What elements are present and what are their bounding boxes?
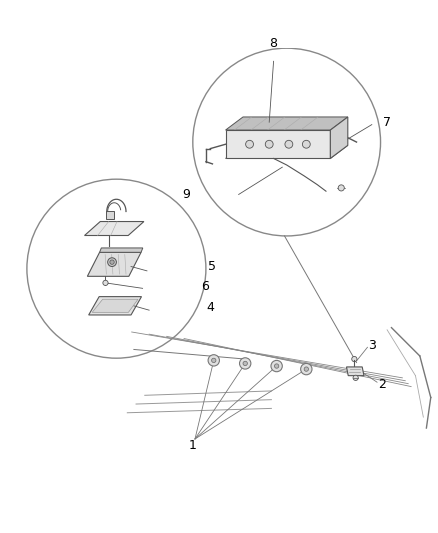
Polygon shape xyxy=(88,297,141,315)
Circle shape xyxy=(302,140,310,148)
Circle shape xyxy=(353,375,358,381)
Text: 8: 8 xyxy=(269,37,278,50)
Text: 6: 6 xyxy=(201,280,209,293)
Circle shape xyxy=(265,140,273,148)
Text: 1: 1 xyxy=(189,439,197,452)
Circle shape xyxy=(304,367,308,372)
Circle shape xyxy=(285,140,293,148)
Circle shape xyxy=(240,358,251,369)
Polygon shape xyxy=(85,222,144,236)
Text: 2: 2 xyxy=(378,378,386,391)
Polygon shape xyxy=(330,117,348,158)
Polygon shape xyxy=(106,212,114,220)
Circle shape xyxy=(246,140,254,148)
Text: 3: 3 xyxy=(368,338,376,352)
Circle shape xyxy=(338,185,344,191)
Circle shape xyxy=(103,280,108,286)
Circle shape xyxy=(300,364,312,375)
Circle shape xyxy=(27,179,206,358)
Polygon shape xyxy=(226,146,348,158)
Circle shape xyxy=(243,361,247,366)
Circle shape xyxy=(352,357,357,362)
Polygon shape xyxy=(226,130,330,158)
Circle shape xyxy=(208,354,219,366)
Circle shape xyxy=(275,364,279,368)
Circle shape xyxy=(212,358,216,362)
Polygon shape xyxy=(346,367,364,376)
Circle shape xyxy=(193,48,381,236)
Text: 4: 4 xyxy=(206,302,214,314)
Polygon shape xyxy=(226,117,348,130)
Polygon shape xyxy=(92,299,138,312)
Polygon shape xyxy=(87,252,141,276)
Polygon shape xyxy=(99,248,143,252)
Text: 7: 7 xyxy=(383,116,391,129)
Circle shape xyxy=(110,260,114,264)
Text: 5: 5 xyxy=(208,260,216,273)
Circle shape xyxy=(108,258,117,266)
Circle shape xyxy=(271,360,283,372)
Text: 9: 9 xyxy=(183,188,191,201)
